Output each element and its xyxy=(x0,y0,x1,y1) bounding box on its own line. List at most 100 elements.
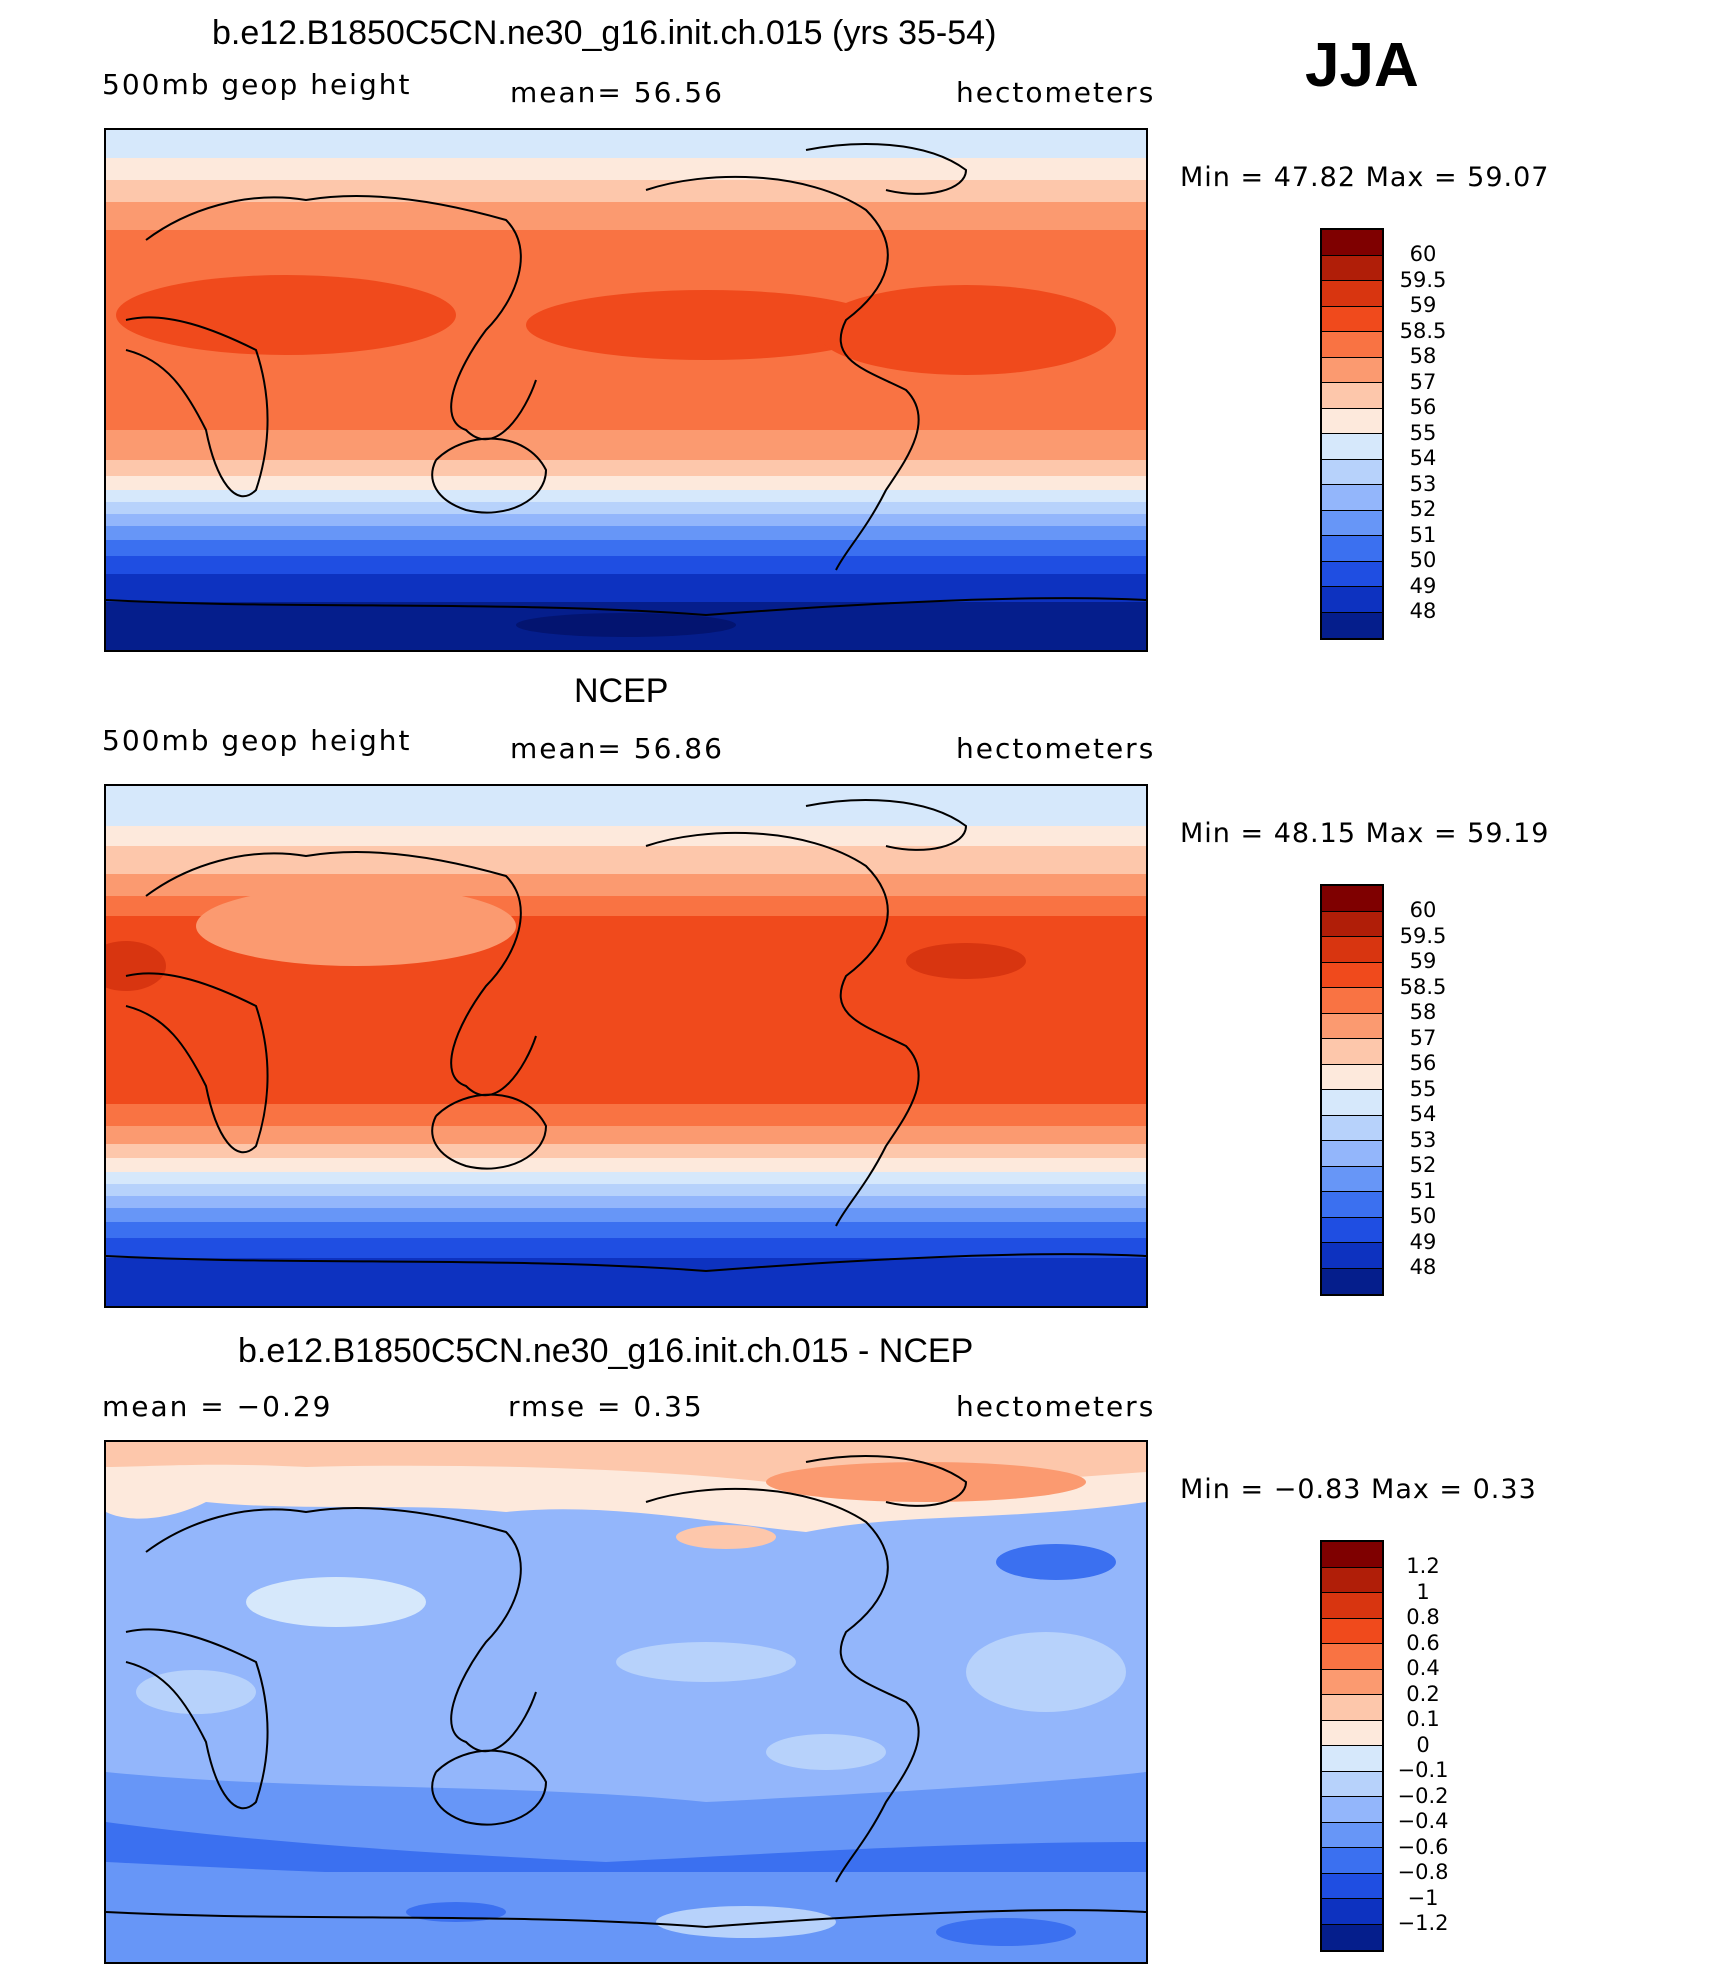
panel3-colorbar-swatch xyxy=(1322,1873,1382,1899)
panel1-colorbar-swatch xyxy=(1322,383,1382,409)
panel1-colorbar-swatch xyxy=(1322,459,1382,485)
panel2-colorbar-swatch xyxy=(1322,1217,1382,1243)
panel1-units-label: hectometers xyxy=(956,76,1156,109)
panel3-colorbar-label: 0.2 xyxy=(1406,1681,1440,1706)
panel3-contour-field xyxy=(106,1442,1146,1962)
panel1-colorbar-swatch xyxy=(1322,561,1382,587)
panel2-colorbar-label: 51 xyxy=(1409,1178,1437,1203)
panel1-colorbar-label: 50 xyxy=(1409,548,1437,572)
panel2-colorbar-swatch xyxy=(1322,988,1382,1014)
panel2-colorbar-swatch xyxy=(1322,1166,1382,1192)
panel1-colorbar-label: 49 xyxy=(1409,573,1437,598)
panel3-colorbar-swatch xyxy=(1322,1669,1382,1695)
panel1-colorbar-swatch xyxy=(1322,357,1382,383)
panel1-minmax: Min = 47.82 Max = 59.07 xyxy=(1180,162,1550,193)
panel1-colorbar-label: 57 xyxy=(1409,369,1437,394)
panel3-colorbar-swatch xyxy=(1322,1924,1382,1950)
panel1-colorbar-swatch xyxy=(1322,485,1382,511)
panel2-colorbar-swatch xyxy=(1322,937,1382,963)
panel3-colorbar-swatch xyxy=(1322,1848,1382,1874)
panel2-colorbar-label: 59 xyxy=(1409,949,1437,973)
panel2-colorbar xyxy=(1320,884,1384,1296)
panel2-colorbar-label: 59.5 xyxy=(1399,923,1447,948)
panel1-colorbar-label: 52 xyxy=(1409,497,1437,521)
panel3-colorbar-swatch xyxy=(1322,1593,1382,1619)
panel3-colorbar-label: −1.2 xyxy=(1397,1911,1449,1935)
panel1-colorbar-swatch xyxy=(1322,612,1382,638)
panel3-map xyxy=(104,1440,1148,1964)
panel3-colorbar-label: 1 xyxy=(1416,1579,1430,1604)
panel1-colorbar-swatch xyxy=(1322,587,1382,613)
panel3-colorbar-label: −0.1 xyxy=(1397,1758,1449,1782)
panel1-variable-label: 500mb geop height xyxy=(102,68,412,101)
panel1-colorbar-label: 48 xyxy=(1409,599,1437,623)
panel3-units-label: hectometers xyxy=(956,1390,1156,1423)
panel2-minmax: Min = 48.15 Max = 59.19 xyxy=(1180,818,1550,849)
panel1-colorbar-swatch xyxy=(1322,332,1382,358)
panel3-rmse-label: rmse = 0.35 xyxy=(508,1390,704,1423)
panel3-colorbar-label: 0.4 xyxy=(1406,1656,1440,1680)
panel3-colorbar-swatch xyxy=(1322,1746,1382,1772)
panel1-colorbar-label: 58.5 xyxy=(1399,318,1447,343)
panel3-colorbar-swatch xyxy=(1322,1644,1382,1670)
panel2-colorbar-label: 58.5 xyxy=(1399,974,1447,999)
panel2-colorbar-label: 56 xyxy=(1409,1051,1437,1075)
panel2-colorbar-swatch xyxy=(1322,1039,1382,1065)
panel3-colorbar-swatch xyxy=(1322,1899,1382,1925)
panel1-mean-label: mean= 56.56 xyxy=(510,76,724,109)
panel3-colorbar-label: −0.4 xyxy=(1397,1809,1449,1833)
panel1-colorbar-label: 58 xyxy=(1409,344,1437,368)
panel1-map xyxy=(104,128,1148,652)
panel3-colorbar-label: 1.2 xyxy=(1406,1554,1440,1578)
panel1-colorbar-label: 60 xyxy=(1409,242,1437,266)
panel3-colorbar-swatch xyxy=(1322,1822,1382,1848)
panel1-colorbar-swatch xyxy=(1322,255,1382,281)
panel2-title: NCEP xyxy=(574,672,669,710)
panel3-colorbar-swatch xyxy=(1322,1771,1382,1797)
panel2-colorbar-label: 49 xyxy=(1409,1229,1437,1254)
panel2-units-label: hectometers xyxy=(956,732,1156,765)
panel3-colorbar-label: 0.8 xyxy=(1406,1605,1440,1629)
panel3-colorbar-label: 0 xyxy=(1416,1732,1430,1757)
panel2-colorbar-label: 55 xyxy=(1409,1076,1437,1101)
panel1-colorbar-swatch xyxy=(1322,536,1382,562)
panel2-colorbar-label: 52 xyxy=(1409,1153,1437,1177)
panel2-colorbar-label: 60 xyxy=(1409,898,1437,922)
panel1-colorbar-swatch xyxy=(1322,306,1382,332)
panel3-colorbar-swatch xyxy=(1322,1695,1382,1721)
panel1-colorbar-swatch xyxy=(1322,230,1382,256)
panel1-colorbar-swatch xyxy=(1322,434,1382,460)
panel1-colorbar-label: 59.5 xyxy=(1399,267,1447,292)
panel2-colorbar-label: 48 xyxy=(1409,1255,1437,1279)
panel1-colorbar-label: 59 xyxy=(1409,293,1437,317)
panel2-colorbar-swatch xyxy=(1322,962,1382,988)
panel1-colorbar-label: 54 xyxy=(1409,446,1437,470)
panel3-colorbar-label: 0.1 xyxy=(1406,1707,1440,1731)
panel3-colorbar-label: −1 xyxy=(1407,1885,1439,1910)
panel3-title: b.e12.B1850C5CN.ne30_g16.init.ch.015 - N… xyxy=(238,1332,974,1370)
panel1-colorbar-swatch xyxy=(1322,408,1382,434)
panel3-colorbar-swatch xyxy=(1322,1720,1382,1746)
panel2-colorbar-swatch xyxy=(1322,1090,1382,1116)
panel2-colorbar-swatch xyxy=(1322,1141,1382,1167)
panel3-colorbar-label: −0.8 xyxy=(1397,1860,1449,1884)
panel1-colorbar-swatch xyxy=(1322,510,1382,536)
panel1-colorbar-label: 53 xyxy=(1409,471,1437,496)
panel1-colorbar-label: 51 xyxy=(1409,522,1437,547)
panel2-variable-label: 500mb geop height xyxy=(102,724,412,757)
panel2-colorbar-label: 50 xyxy=(1409,1204,1437,1228)
panel3-mean-label: mean = −0.29 xyxy=(102,1390,333,1423)
panel2-colorbar-swatch xyxy=(1322,1192,1382,1218)
panel2-contour-field xyxy=(106,786,1146,1306)
panel1-contour-field xyxy=(106,130,1146,650)
panel2-map xyxy=(104,784,1148,1308)
panel2-colorbar-label: 53 xyxy=(1409,1127,1437,1152)
panel3-colorbar-label: −0.2 xyxy=(1397,1783,1449,1808)
panel1-colorbar-label: 55 xyxy=(1409,420,1437,445)
panel3-colorbar xyxy=(1320,1540,1384,1952)
panel2-colorbar-swatch xyxy=(1322,1268,1382,1294)
panel2-colorbar-swatch xyxy=(1322,1013,1382,1039)
panel3-minmax: Min = −0.83 Max = 0.33 xyxy=(1180,1474,1537,1505)
panel2-mean-label: mean= 56.86 xyxy=(510,732,724,765)
panel1-title: b.e12.B1850C5CN.ne30_g16.init.ch.015 (yr… xyxy=(212,14,997,52)
